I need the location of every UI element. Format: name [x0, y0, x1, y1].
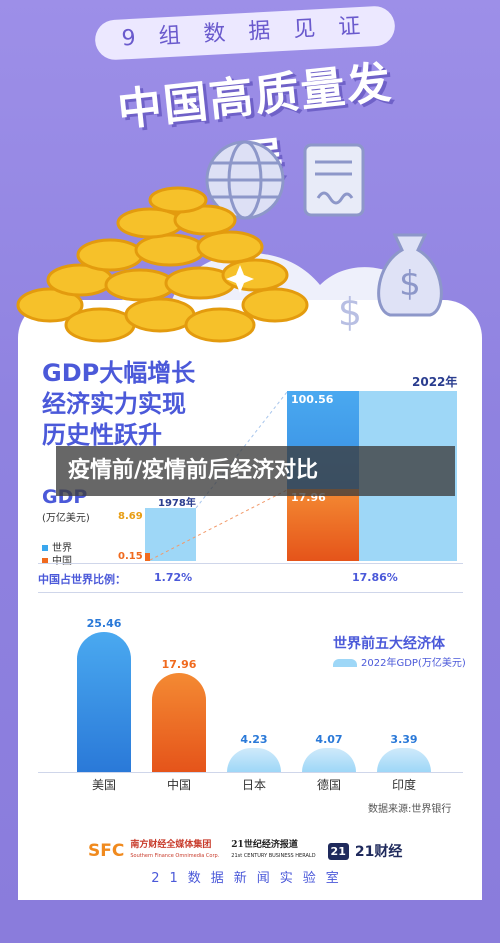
money-bag-icon: $: [377, 233, 443, 317]
headline-line-2: 经济实力实现: [42, 390, 186, 418]
top5-value-4: 3.39: [390, 733, 418, 746]
top5-category-3: 德国: [316, 778, 341, 792]
top5-value-2: 4.23: [240, 733, 268, 746]
ratio-divider: [38, 592, 463, 593]
sfc-logo-text: 南方财经全媒体集团 Southern Finance Omnimedia Cor…: [130, 840, 220, 859]
gdp-headline: GDP大幅增长 经济实力实现 历史性跃升: [42, 358, 272, 451]
top5-baseline: [38, 772, 463, 773]
gdp-unit-label: (万亿美元): [42, 513, 90, 524]
china-2022-bar: [287, 489, 359, 561]
ratio-label: 中国占世界比例：: [38, 573, 126, 586]
world-1978-value: 8.69: [118, 511, 143, 522]
legend-world-swatch: [42, 545, 48, 551]
top5-bar-1: [152, 673, 206, 772]
headline-line-3: 历史性跃升: [42, 421, 162, 449]
legend-china-swatch: [42, 558, 48, 564]
top5-bar-0: [77, 632, 131, 772]
sfc-logo: SFC: [88, 841, 125, 861]
top5-legend-swatch: [333, 659, 357, 667]
21caijing-mark: 21: [327, 842, 349, 860]
top5-legend: 2022年GDP(万亿美元): [333, 654, 466, 669]
svg-text:$: $: [399, 264, 421, 304]
herald-logo: 21世纪经济报道 21st CENTURY BUSINESS HERALD: [231, 840, 316, 859]
top5-category-4: 印度: [391, 778, 416, 792]
overlay-banner: 疫情前/疫情前后经济对比: [56, 446, 455, 496]
world-1978-bar: [145, 508, 196, 561]
top5-value-3: 4.07: [315, 733, 343, 746]
top5-value-0: 25.46: [86, 617, 122, 630]
data-source: 数据来源:世界银行: [368, 804, 452, 815]
year-1978-label: 1978年: [158, 498, 196, 509]
lab-credit: 21数据新闻实验室: [151, 871, 349, 886]
top5-value-1: 17.96: [161, 658, 197, 672]
dollar-icon: $: [338, 290, 362, 334]
document-icon: [303, 143, 365, 217]
legend-china: 中国: [42, 552, 72, 567]
ratio-2022: 17.86%: [352, 571, 398, 584]
world-2022-value: 100.56: [291, 393, 334, 406]
top5-category-0: 美国: [91, 778, 116, 792]
china-1978-bar: [145, 553, 150, 561]
top5-category-2: 日本: [241, 778, 266, 792]
headline-line-1: GDP大幅增长: [42, 359, 196, 387]
year-2022-label: 2022年: [412, 375, 458, 389]
21caijing-text: 21财经: [354, 844, 403, 860]
china-1978-value: 0.15: [118, 551, 143, 562]
globe-icon: [205, 140, 285, 220]
footer-logos: SFC 南方财经全媒体集团 Southern Finance Omnimedia…: [88, 836, 418, 866]
gdp-baseline: [38, 563, 463, 564]
gold-coins-illustration: [16, 186, 309, 343]
svg-text:$: $: [338, 290, 362, 334]
ratio-1978: 1.72%: [154, 571, 193, 584]
top5-title: 世界前五大经济体: [333, 636, 445, 652]
legend-world: 世界: [42, 539, 72, 554]
top5-category-1: 中国: [166, 778, 191, 792]
